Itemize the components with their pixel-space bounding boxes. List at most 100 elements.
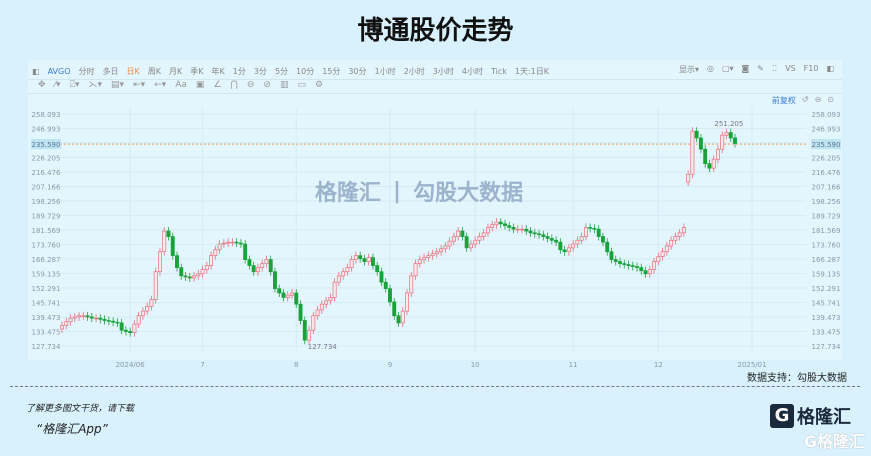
y-tick-label: 258.093 — [812, 111, 841, 119]
candle-up — [485, 227, 490, 234]
toolbar-button[interactable]: ▢▾ — [721, 64, 734, 73]
candle-up — [473, 239, 478, 245]
candle-up — [285, 294, 290, 298]
candle-down — [562, 249, 567, 253]
drawing-tool-icon[interactable]: ⋂ — [230, 80, 238, 90]
period-tab[interactable]: 4小时 — [461, 66, 483, 76]
drawing-tool-icon[interactable]: ⋋▾ — [88, 80, 103, 90]
y-tick-label: 258.093 — [32, 111, 61, 119]
y-tick-label: 159.135 — [32, 271, 61, 279]
candle-up — [566, 247, 571, 253]
period-tab[interactable]: 2小时 — [403, 66, 425, 76]
period-tab[interactable]: 1小时 — [374, 66, 396, 76]
drawing-tool-icon[interactable]: ▭ — [297, 80, 306, 90]
period-tab[interactable]: 1分 — [232, 66, 246, 76]
drawing-tool-icon[interactable]: ∠ — [213, 80, 222, 90]
candle-up — [681, 227, 686, 234]
period-tab[interactable]: 30分 — [348, 66, 367, 76]
candle-up — [571, 243, 576, 249]
period-tab[interactable]: 10分 — [296, 66, 315, 76]
y-tick-label: 133.475 — [812, 329, 841, 337]
candle-up — [677, 232, 682, 237]
period-tab[interactable]: Tick — [490, 66, 507, 76]
candle-up — [221, 242, 226, 245]
drawing-tool-icon[interactable]: ⁄▾ — [54, 80, 61, 90]
y-tick-label: 173.760 — [812, 242, 841, 250]
period-tab[interactable]: 分时 — [78, 66, 95, 76]
drawing-tool-icon[interactable]: ▤▾ — [111, 80, 125, 90]
zoom-in-icon[interactable]: ⊙ — [827, 95, 834, 104]
candle-down — [294, 292, 299, 305]
candle-up — [660, 251, 665, 257]
candle-down — [694, 130, 699, 139]
period-tab[interactable]: 5分 — [274, 66, 289, 76]
period-tab[interactable]: 15分 — [322, 66, 341, 76]
drawing-tool-icon[interactable]: ▥ — [279, 80, 289, 90]
candle-up — [443, 245, 448, 250]
sidebar-toggle-icon[interactable]: ◧ — [32, 66, 40, 76]
period-tab[interactable]: 周K — [147, 66, 161, 76]
candle-up — [315, 309, 320, 317]
toolbar-button[interactable]: F10 — [803, 64, 819, 73]
period-tab[interactable]: 季K — [190, 66, 204, 76]
y-tick-label: 159.135 — [812, 271, 841, 279]
candle-down — [247, 259, 252, 266]
candle-down — [639, 267, 644, 272]
period-tab[interactable]: 3小时 — [432, 66, 454, 76]
candle-up — [290, 292, 294, 296]
toolbar-button[interactable]: ◎ — [706, 64, 714, 73]
period-tab[interactable]: 日K — [126, 66, 140, 76]
drawing-tool-icon[interactable]: ✥ — [38, 80, 46, 90]
candle-up — [686, 173, 691, 183]
candle-up — [456, 230, 461, 237]
divider — [28, 79, 842, 80]
symbol-label[interactable]: AVGO — [47, 66, 71, 76]
candle-down — [362, 258, 367, 262]
y-tick-label: 226.205 — [812, 155, 841, 163]
toolbar-button[interactable]: VS — [785, 64, 796, 73]
period-tab[interactable]: 多日 — [102, 66, 119, 76]
drawing-tool-icon[interactable]: ⊖ — [246, 80, 255, 90]
zoom-out-icon[interactable]: ⊖ — [814, 95, 822, 104]
toolbar-button[interactable]: ◧ — [826, 64, 834, 73]
candle-up — [226, 241, 231, 244]
candle-down — [85, 315, 90, 318]
period-tab[interactable]: 1天:1日K — [514, 66, 549, 76]
toolbar-button[interactable]: ⁚⁚ — [772, 64, 778, 73]
toolbar-button[interactable]: 显示▾ — [678, 65, 699, 74]
period-tab[interactable]: 月K — [169, 66, 183, 76]
x-tick-label: 8 — [294, 361, 298, 369]
candle-down — [358, 255, 363, 259]
candle-up — [353, 255, 358, 260]
toolbar-button[interactable]: ✎ — [757, 64, 764, 73]
drawing-tool-icon[interactable]: ←▾ — [154, 80, 167, 90]
candle-down — [388, 288, 392, 303]
candlestick-chart[interactable]: 258.093 258.093 246.993 246.993 226.205 226.2… — [0, 0, 871, 380]
drawing-tool-icon[interactable]: ⇤▾ — [133, 80, 146, 90]
candle-up — [311, 315, 316, 331]
x-tick-label: 12 — [654, 361, 663, 369]
undo-icon[interactable]: ↺ — [801, 95, 809, 104]
candle-down — [123, 329, 128, 332]
period-tab[interactable]: 3分 — [253, 66, 267, 76]
period-tab[interactable]: 年K — [211, 66, 225, 76]
candle-up — [716, 148, 720, 160]
candle-up — [345, 267, 350, 273]
toolbar-button[interactable]: ◙ — [741, 64, 750, 73]
candle-down — [592, 227, 597, 230]
candle-up — [319, 303, 324, 311]
candle-up — [656, 256, 661, 262]
candle-down — [707, 163, 712, 169]
candle-up — [153, 271, 158, 301]
y-tick-label: 152.291 — [32, 285, 61, 293]
drawing-tool-icon[interactable]: Aa — [175, 80, 187, 90]
drawing-tool-icon[interactable]: ⚙ — [314, 80, 324, 90]
drawing-tool-icon[interactable]: ▣ — [195, 80, 205, 90]
adjust-button[interactable]: 前复权 — [771, 96, 796, 105]
drawing-tool-icon[interactable]: ⊘ — [263, 80, 271, 90]
candle-down — [733, 137, 737, 144]
y-tick-label: 139.473 — [812, 314, 841, 322]
drawing-tool-icon[interactable]: ⍁▾ — [69, 80, 80, 90]
candle-up — [422, 257, 427, 260]
candle-up — [711, 158, 716, 169]
